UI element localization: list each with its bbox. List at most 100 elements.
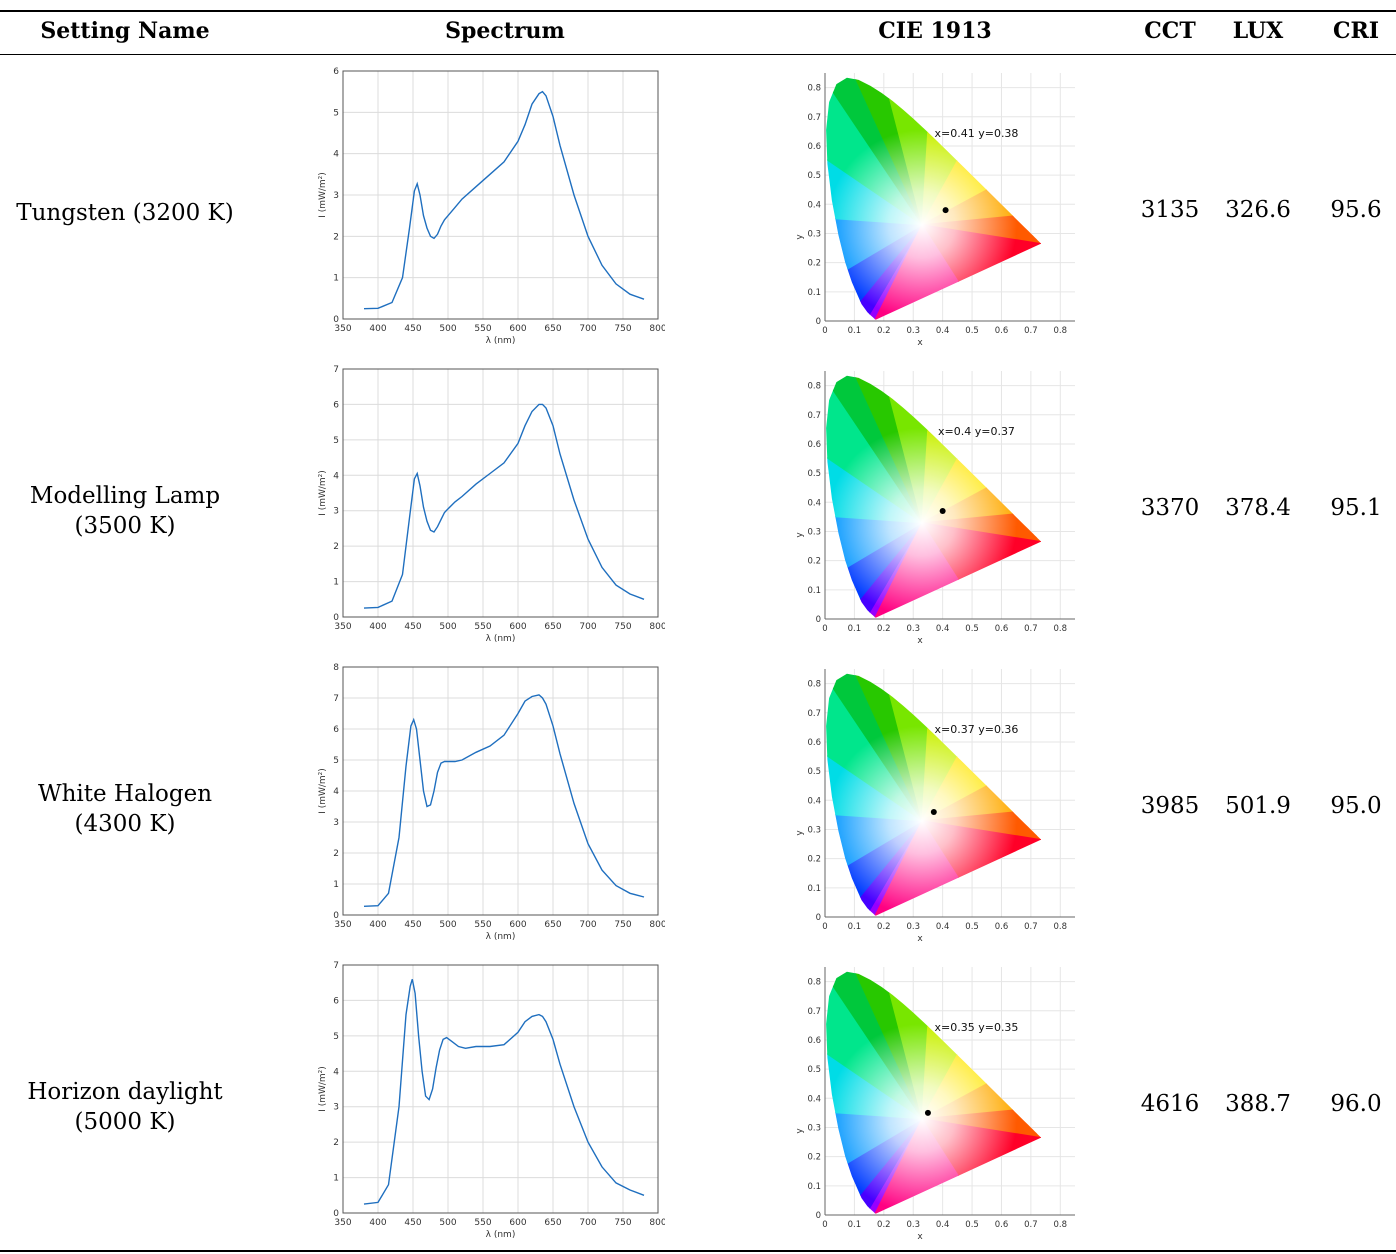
x-tick-label: 0.8 — [1054, 1220, 1068, 1230]
y-tick-label: 0.2 — [807, 1153, 821, 1163]
y-tick-label: 0.8 — [807, 978, 821, 988]
header-bottom-rule — [0, 54, 1396, 55]
cie-gamut — [826, 77, 1042, 320]
x-tick-label: 500 — [439, 324, 456, 334]
y-tick-label: 5 — [333, 1032, 339, 1042]
cie-chart: 00 0.1 0.1 0.2 0.2 0.3 0.3 0.4 0.4 0.5 0.5 0.6 0.6 0.… — [795, 73, 1075, 348]
x-tick-label: 350 — [334, 324, 351, 334]
y-tick-label: 0.1 — [807, 1182, 821, 1192]
header-spectrum: Spectrum — [445, 18, 565, 44]
y-tick-label: 0.5 — [807, 171, 821, 181]
white-point-glow — [826, 673, 1042, 916]
y-tick-label: 5 — [333, 756, 339, 766]
y-axis-label: y — [795, 830, 805, 836]
spectrum-line — [363, 403, 645, 609]
x-axis-label: λ (nm) — [486, 634, 516, 644]
x-tick-label: 0.1 — [848, 922, 862, 932]
plot-area — [343, 369, 658, 617]
x-tick-label: 0.3 — [906, 624, 920, 634]
x-tick-label: 0.4 — [936, 922, 950, 932]
y-tick-label: 5 — [333, 436, 339, 446]
y-tick-label: 6 — [333, 400, 339, 410]
x-tick-label: 800 — [649, 920, 665, 930]
y-tick-label: 7 — [333, 365, 339, 375]
x-tick-label: 0.7 — [1024, 326, 1038, 336]
y-tick-label: 2 — [333, 1138, 339, 1148]
y-tick-label: 3 — [333, 191, 339, 201]
y-tick-label: 0.5 — [807, 767, 821, 777]
y-tick-label: 8 — [333, 663, 339, 673]
x-tick-label: 750 — [614, 324, 631, 334]
y-tick-label: 0 — [333, 911, 339, 921]
table-bottom-rule — [0, 1250, 1396, 1252]
cie-gamut — [826, 673, 1042, 916]
x-axis-label: λ (nm) — [486, 1230, 516, 1240]
x-tick-label: 0.1 — [848, 1220, 862, 1230]
x-tick-label: 500 — [439, 920, 456, 930]
y-tick-label: 0.2 — [807, 259, 821, 269]
y-tick-label: 0.5 — [807, 469, 821, 479]
plot-frame — [342, 70, 659, 320]
y-tick-label: 0 — [333, 613, 339, 623]
y-tick-label: 1 — [333, 880, 339, 890]
x-tick-label: 800 — [649, 1218, 665, 1228]
y-tick-label: 0.4 — [807, 200, 821, 210]
y-tick-label: 0.1 — [807, 288, 821, 298]
chromaticity-annotation: x=0.41 y=0.38 — [935, 127, 1019, 140]
y-tick-label: 0.8 — [807, 84, 821, 94]
y-tick-label: 1 — [333, 1174, 339, 1184]
x-tick-label: 0.8 — [1054, 326, 1068, 336]
header-cie: CIE 1913 — [878, 18, 992, 44]
x-tick-label: 450 — [404, 622, 421, 632]
y-tick-label: 2 — [333, 849, 339, 859]
x-tick-label: 350 — [334, 1218, 351, 1228]
cri-value: 95.6 — [1330, 197, 1382, 223]
x-axis-label: x — [917, 636, 923, 646]
x-tick-label: 0.4 — [936, 1220, 950, 1230]
x-tick-label: 0.6 — [995, 1220, 1009, 1230]
y-tick-label: 0 — [333, 1209, 339, 1219]
setting-name-line: Horizon daylight — [27, 1079, 223, 1105]
x-tick-label: 550 — [474, 920, 491, 930]
y-tick-label: 3 — [333, 507, 339, 517]
x-tick-label: 800 — [649, 324, 665, 334]
y-tick-label: 7 — [333, 694, 339, 704]
x-tick-label: 600 — [509, 920, 526, 930]
x-tick-label: 750 — [614, 920, 631, 930]
table-top-rule — [0, 10, 1396, 12]
y-tick-label: 0 — [333, 315, 339, 325]
x-tick-label: 350 — [334, 920, 351, 930]
x-tick-label: 0.3 — [906, 922, 920, 932]
y-tick-label: 0.5 — [807, 1065, 821, 1075]
y-tick-label: 0 — [816, 615, 821, 625]
x-tick-label: 700 — [579, 920, 596, 930]
y-tick-label: 3 — [333, 1103, 339, 1113]
x-tick-label: 0 — [822, 326, 827, 336]
y-tick-label: 5 — [333, 108, 339, 118]
y-tick-label: 0.1 — [807, 586, 821, 596]
x-tick-label: 550 — [474, 622, 491, 632]
x-tick-label: 0 — [822, 922, 827, 932]
cri-value: 95.0 — [1330, 793, 1382, 819]
x-tick-label: 400 — [369, 622, 386, 632]
setting-name: Tungsten (3200 K) — [0, 198, 250, 228]
table-row: Tungsten (3200 K) 3135 326.6 95.6 350 400 450 5… — [0, 55, 1396, 353]
setting-name: Horizon daylight (5000 K) — [0, 1077, 250, 1137]
lux-value: 326.6 — [1225, 197, 1291, 223]
table-row: Horizon daylight (5000 K) 4616 388.7 96.0 350… — [0, 949, 1396, 1247]
y-tick-label: 0.6 — [807, 1036, 821, 1046]
y-tick-label: 0.2 — [807, 855, 821, 865]
x-tick-label: 0 — [822, 624, 827, 634]
y-tick-label: 6 — [333, 996, 339, 1006]
header-cct: CCT — [1144, 18, 1196, 44]
setting-name-line: Modelling Lamp — [29, 483, 221, 509]
x-tick-label: 0.2 — [877, 1220, 891, 1230]
x-tick-label: 750 — [614, 1218, 631, 1228]
setting-name-line: (4300 K) — [74, 811, 176, 837]
x-tick-label: 0.7 — [1024, 922, 1038, 932]
cie-gamut — [826, 375, 1042, 618]
x-tick-label: 0.4 — [936, 326, 950, 336]
chromaticity-point — [942, 207, 949, 214]
cct-value: 4616 — [1140, 1091, 1200, 1117]
spectrum-line — [363, 694, 645, 907]
